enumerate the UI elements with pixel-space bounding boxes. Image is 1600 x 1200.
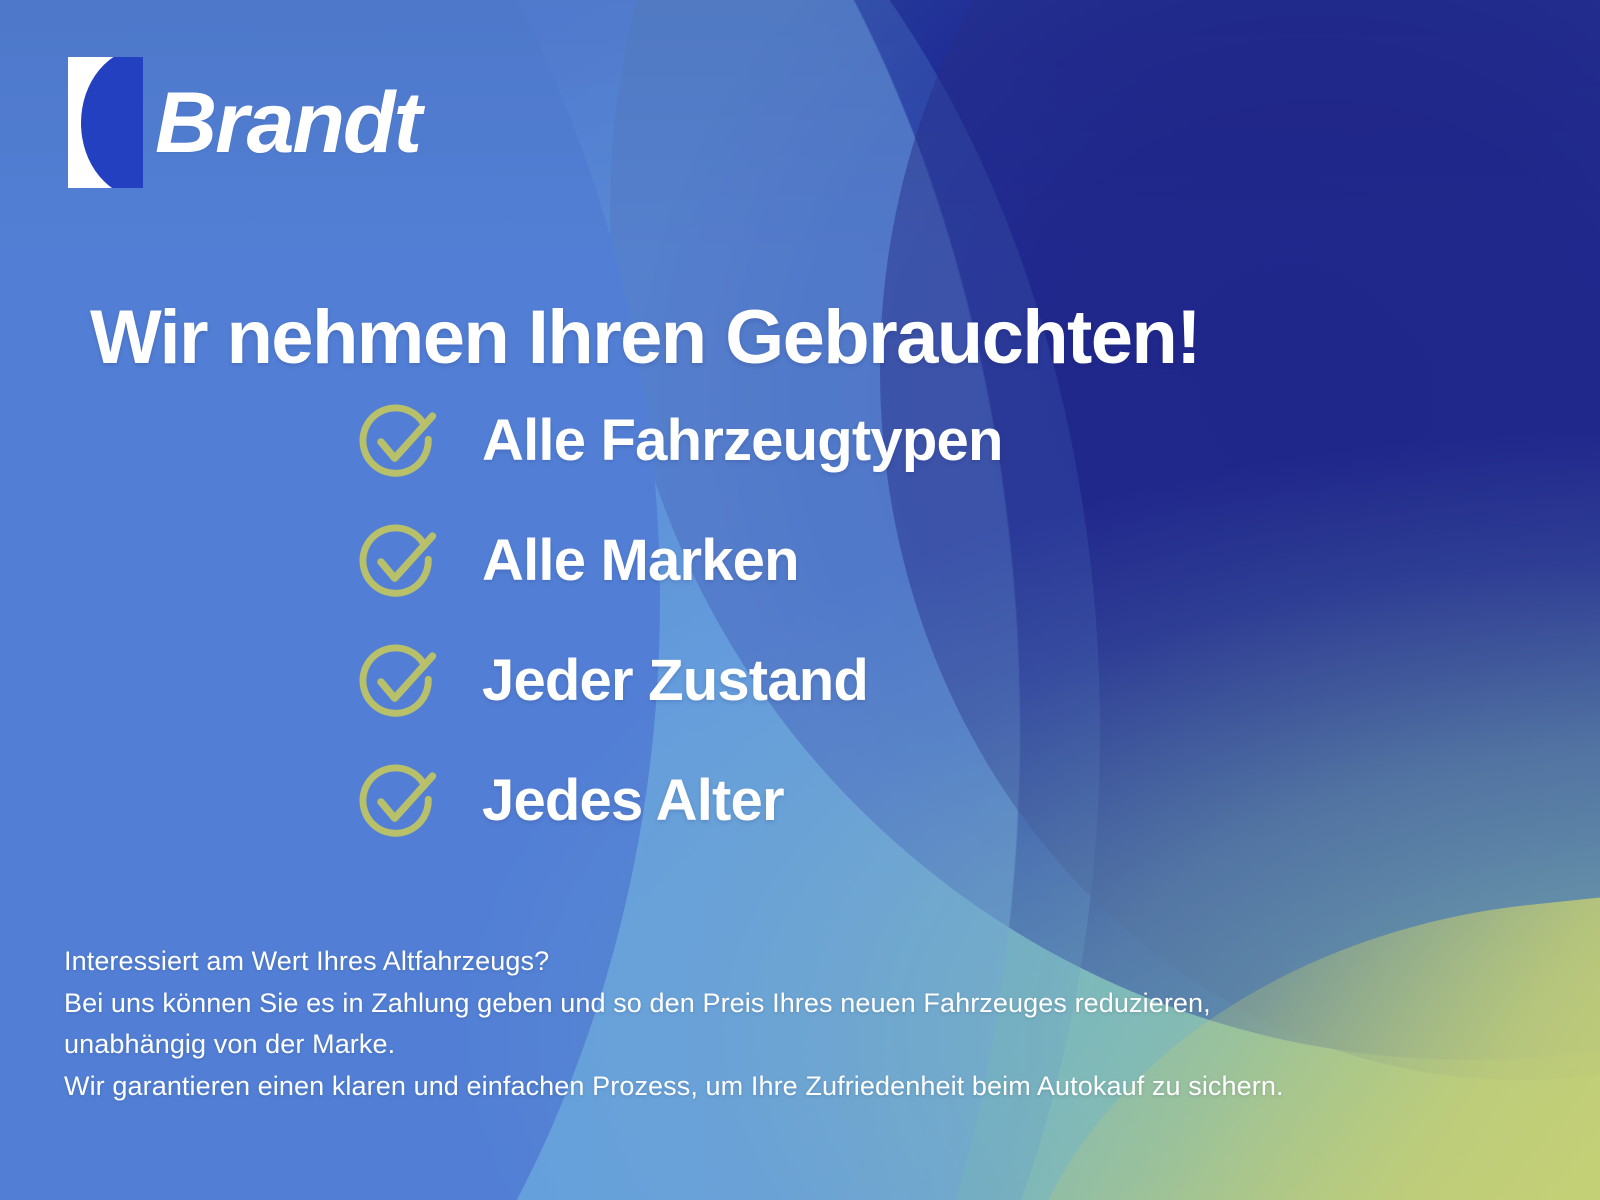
footer-description: Interessiert am Wert Ihres Altfahrzeugs?… bbox=[64, 941, 1524, 1107]
feature-list: Alle Fahrzeugtypen Alle Marken Jeder Zus… bbox=[356, 398, 1003, 844]
page-title: Wir nehmen Ihren Gebrauchten! bbox=[90, 294, 1202, 380]
brand-logo: Brandt bbox=[68, 57, 422, 188]
footer-line: unabhängig von der Marke. bbox=[64, 1029, 396, 1060]
feature-label: Jeder Zustand bbox=[482, 648, 869, 713]
footer-line: Interessiert am Wert Ihres Altfahrzeugs? bbox=[64, 946, 550, 976]
feature-label: Jedes Alter bbox=[482, 768, 785, 833]
bracket-arc-mark-icon bbox=[68, 57, 143, 188]
brand-name: Brandt bbox=[155, 74, 422, 171]
feature-label: Alle Fahrzeugtypen bbox=[482, 408, 1003, 473]
feature-item-fahrzeugtypen: Alle Fahrzeugtypen bbox=[356, 398, 1003, 484]
check-circle-icon bbox=[359, 524, 437, 597]
feature-item-alter: Jedes Alter bbox=[356, 758, 1003, 844]
feature-label: Alle Marken bbox=[482, 528, 800, 593]
check-circle-icon bbox=[359, 404, 437, 477]
feature-item-zustand: Jeder Zustand bbox=[356, 638, 1003, 724]
check-circle-icon bbox=[359, 644, 437, 717]
feature-item-marken: Alle Marken bbox=[356, 518, 1003, 604]
footer-line: Wir garantieren einen klaren und einfach… bbox=[64, 1070, 1284, 1101]
check-circle-icon bbox=[359, 764, 437, 837]
footer-line: Bei uns können Sie es in Zahlung geben u… bbox=[64, 987, 1211, 1018]
